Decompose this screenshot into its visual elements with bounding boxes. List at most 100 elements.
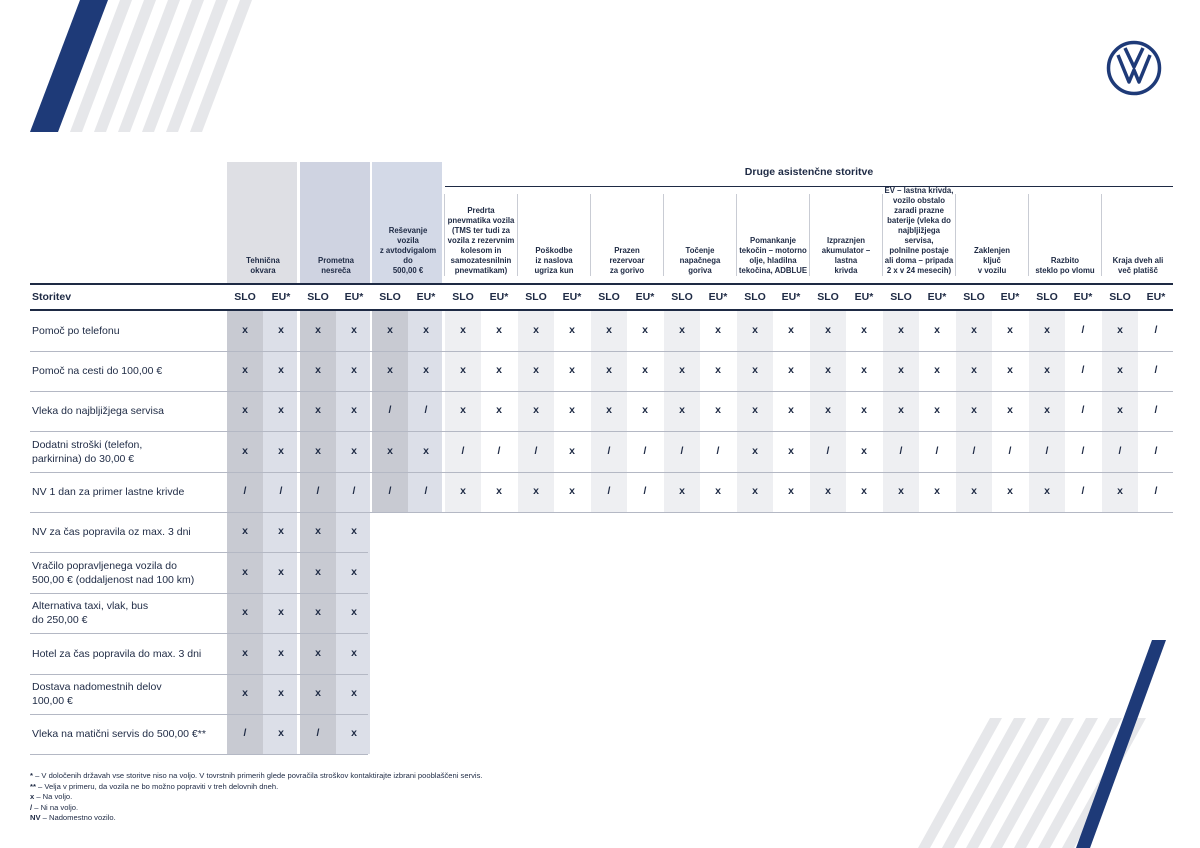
column-header-10: EV – lastna krivda, vozilo obstalo zarad… — [884, 186, 954, 276]
table-cell: x — [315, 606, 321, 618]
footnote-text: – Velja v primeru, da vozila ne bo možno… — [35, 781, 279, 791]
table-cell: / — [1118, 445, 1122, 457]
table-cell: x — [715, 485, 721, 497]
column-header-label: Točenje napačnega goriva — [679, 246, 721, 275]
table-cell: x — [679, 364, 685, 376]
row-label: NV 1 dan za primer lastne krivde — [32, 472, 222, 512]
subcol-slo-4: SLO — [452, 291, 474, 303]
footnote: ** – Velja v primeru, da vozila ne bo mo… — [30, 782, 278, 793]
table-cell: x — [569, 404, 575, 416]
column-separator-6 — [590, 194, 591, 276]
table-cell: x — [351, 727, 357, 739]
footnote-key: * — [30, 771, 33, 780]
table-cell: / — [1154, 364, 1158, 376]
table-cell: x — [351, 324, 357, 336]
table-cell: x — [679, 324, 685, 336]
table-cell: x — [898, 364, 904, 376]
row-label: NV za čas popravila oz max. 3 dni — [32, 512, 222, 552]
column-header-label: Zaklenjen ključ v vozilu — [974, 246, 1010, 275]
column-separator-12 — [1028, 194, 1029, 276]
table-cell: / — [1081, 485, 1085, 497]
table-cell: / — [716, 445, 720, 457]
column-separator-13 — [1101, 194, 1102, 276]
subcol-slo-1: SLO — [234, 291, 256, 303]
table-cell: / — [1154, 485, 1158, 497]
table-cell: x — [1044, 364, 1050, 376]
column-shade-slo-3 — [372, 311, 408, 512]
column-header-12: Razbito steklo po vlomu — [1030, 194, 1100, 276]
table-cell: x — [642, 324, 648, 336]
table-cell: x — [1044, 324, 1050, 336]
table-cell: / — [534, 445, 538, 457]
table-cell: x — [351, 687, 357, 699]
subcol-eu-5: EU* — [562, 291, 582, 303]
subcol-eu-7: EU* — [708, 291, 728, 303]
table-cell: / — [1154, 445, 1158, 457]
table-cell: x — [752, 485, 758, 497]
table-cell: / — [388, 485, 392, 497]
column-header-8: Pomankanje tekočin – motorno olje, hladi… — [738, 194, 808, 276]
row-divider — [30, 552, 368, 553]
table-cell: / — [1081, 324, 1085, 336]
volkswagen-logo — [1106, 40, 1162, 96]
table-cell: x — [533, 324, 539, 336]
column-shade-3 — [372, 162, 442, 284]
table-cell: x — [315, 364, 321, 376]
table-cell: x — [315, 687, 321, 699]
table-cell: x — [679, 404, 685, 416]
row-label: Dodatni stroški (telefon, parkirnina) do… — [32, 432, 222, 472]
table-cell: / — [1081, 445, 1085, 457]
footnote-text: – Nadomestno vozilo. — [40, 813, 116, 822]
table-cell: x — [825, 324, 831, 336]
table-cell: x — [496, 485, 502, 497]
column-separator-7 — [663, 194, 664, 276]
table-cell: x — [569, 445, 575, 457]
footnote-key: ** — [30, 781, 36, 791]
table-cell: / — [643, 445, 647, 457]
table-cell: x — [1044, 404, 1050, 416]
table-cell: x — [242, 647, 248, 659]
footnote-key: / — [30, 802, 33, 812]
column-header-11: Zaklenjen ključ v vozilu — [957, 194, 1027, 276]
row-divider — [30, 512, 1173, 513]
column-shade-slo-11 — [956, 311, 992, 512]
column-shade-slo-4 — [445, 311, 481, 512]
subcol-slo-12: SLO — [1036, 291, 1058, 303]
table-cell: x — [387, 364, 393, 376]
table-cell: x — [278, 364, 284, 376]
table-cell: x — [278, 606, 284, 618]
row-label-text: Vračilo popravljenega vozila do 500,00 €… — [32, 560, 195, 586]
table-cell: x — [898, 404, 904, 416]
table-cell: x — [278, 727, 284, 739]
table-cell: x — [715, 364, 721, 376]
footnote-text: – V določenih državah vse storitve niso … — [32, 771, 483, 780]
column-shade-slo-12 — [1029, 311, 1065, 512]
row-divider — [30, 633, 368, 634]
subcol-slo-10: SLO — [890, 291, 912, 303]
subcol-slo-13: SLO — [1109, 291, 1131, 303]
column-separator-9 — [809, 194, 810, 276]
table-cell: x — [898, 324, 904, 336]
column-shade-slo-10 — [883, 311, 919, 512]
footnote-key: x — [30, 792, 35, 801]
table-cell: x — [533, 485, 539, 497]
row-label: Pomoč po telefonu — [32, 311, 222, 351]
row-divider — [30, 431, 1173, 432]
table-cell: x — [387, 324, 393, 336]
storitev-label: Storitev — [32, 291, 72, 303]
table-cell: / — [388, 404, 392, 416]
table-cell: x — [1117, 485, 1123, 497]
header-bottom-line — [30, 309, 1173, 311]
table-cell: x — [825, 404, 831, 416]
column-separator-10 — [882, 194, 883, 276]
table-cell: / — [1081, 404, 1085, 416]
subcol-eu-9: EU* — [854, 291, 874, 303]
column-shade-slo-8 — [737, 311, 773, 512]
footnote: x – Na voljo. — [30, 792, 72, 803]
table-cell: / — [352, 485, 356, 497]
column-header-label: Predrta pnevmatika vozila (TMS ter tudi … — [447, 206, 515, 275]
table-cell: x — [971, 404, 977, 416]
subcol-eu-2: EU* — [344, 291, 364, 303]
subcol-slo-2: SLO — [307, 291, 329, 303]
row-label: Vračilo popravljenega vozila do 500,00 €… — [32, 553, 222, 593]
